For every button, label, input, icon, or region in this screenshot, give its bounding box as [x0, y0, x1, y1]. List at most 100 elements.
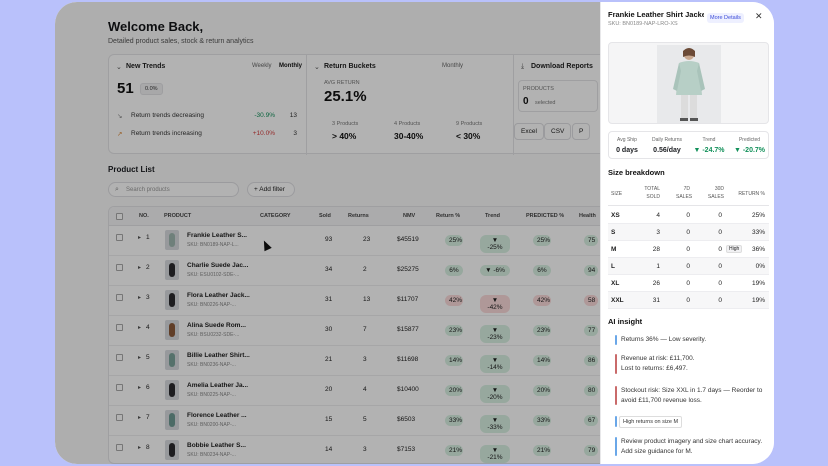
health-badge: 86 — [584, 355, 598, 366]
product-thumbnail-icon — [165, 320, 179, 340]
insight-severity: Returns 36% — Low severity. — [615, 335, 765, 345]
trend-row-increasing[interactable]: ↗ Return trends increasing +10.0% 3 — [117, 130, 297, 138]
expand-chevron-icon[interactable]: ▸ — [138, 295, 142, 301]
table-row[interactable]: ▸ 1 Frankie Leather S... SKU: BN0189-NAP-L.… — [109, 226, 652, 256]
return-badge: 6% — [445, 265, 463, 276]
chevron-down-icon[interactable]: ⌄ — [116, 64, 122, 71]
table-row[interactable]: ▸ 8 Bobbie Leather S... SKU: BN0234-NAP-...… — [109, 436, 652, 463]
search-input[interactable]: ⌕ Search products — [108, 182, 239, 197]
size-row: XL 26 0 0 19% — [608, 275, 769, 292]
trend-badge: ▼ -25% — [480, 235, 510, 253]
predicted-badge: 33% — [533, 415, 551, 426]
add-filter-button[interactable]: + Add filter — [247, 182, 295, 197]
health-badge: 75 — [584, 235, 598, 246]
predicted-badge: 21% — [533, 445, 551, 456]
app-window: Welcome Back, Detailed product sales, st… — [55, 2, 774, 464]
product-name[interactable]: Charlie Suede Jac... — [187, 262, 249, 269]
product-name[interactable]: Amelia Leather Ja... — [187, 382, 249, 389]
return-badge: 33% — [445, 415, 463, 426]
expand-chevron-icon[interactable]: ▸ — [138, 355, 142, 361]
row-checkbox[interactable] — [116, 414, 123, 421]
expand-chevron-icon[interactable]: ▸ — [138, 445, 142, 451]
bucket-range[interactable]: > 40% — [332, 131, 357, 141]
product-name[interactable]: Flora Leather Jack... — [187, 292, 250, 299]
close-icon[interactable]: ✕ — [755, 11, 763, 21]
trend-count: 51 — [117, 80, 134, 97]
product-name[interactable]: Billie Leather Shirt... — [187, 352, 250, 359]
product-table: NO. PRODUCT CATEGORY Sold Returns NMV Re… — [108, 206, 653, 464]
trend-badge: ▼ -33% — [480, 415, 510, 433]
insight-chip: High returns on size M — [619, 416, 683, 428]
bucket-range[interactable]: 30-40% — [394, 131, 424, 141]
row-checkbox[interactable] — [116, 354, 123, 361]
product-thumbnail-icon — [165, 410, 179, 430]
product-sku: SKU: BN0236-NAP-... — [187, 362, 236, 368]
health-badge: 80 — [584, 385, 598, 396]
table-row[interactable]: ▸ 5 Billie Leather Shirt... SKU: BN0236-NAP… — [109, 346, 652, 376]
size-row: L 1 0 0 0% — [608, 258, 769, 275]
trend-down-icon: ↘ — [117, 113, 123, 120]
expand-chevron-icon[interactable]: ▸ — [138, 325, 142, 331]
toggle-monthly[interactable]: Monthly — [279, 63, 302, 69]
row-checkbox[interactable] — [116, 234, 123, 241]
toggle-weekly[interactable]: Weekly — [252, 63, 272, 69]
page-title: Welcome Back, — [108, 19, 204, 34]
toggle-monthly[interactable]: Monthly — [442, 63, 464, 69]
trend-badge: ▼ -21% — [480, 445, 510, 463]
high-flag-badge: High — [726, 245, 743, 253]
health-badge: 94 — [584, 265, 598, 276]
excel-button[interactable]: Excel — [514, 123, 544, 140]
table-row[interactable]: ▸ 7 Florence Leather ... SKU: BN0200-NAP-..… — [109, 406, 652, 436]
csv-button[interactable]: CSV — [544, 123, 572, 140]
expand-chevron-icon[interactable]: ▸ — [138, 265, 142, 271]
return-badge: 42% — [445, 295, 463, 306]
trend-badge: ▼ -6% — [480, 265, 510, 276]
avg-return-label: AVG RETURN — [324, 80, 360, 86]
size-row: M 28 0 0 36% High — [608, 241, 769, 258]
row-checkbox[interactable] — [116, 324, 123, 331]
return-badge: 25% — [445, 235, 463, 246]
product-sku: SKU: BN0226-NAP-... — [187, 302, 236, 308]
table-row[interactable]: ▸ 3 Flora Leather Jack... SKU: BN0226-NAP-.… — [109, 286, 652, 316]
insight-revenue: Revenue at risk: £11,700. Lost to return… — [615, 354, 765, 374]
stat-trend: Trend ▼ -24.7% — [693, 137, 725, 154]
search-icon: ⌕ — [115, 186, 119, 193]
bucket-range[interactable]: < 30% — [456, 131, 481, 141]
product-list-title: Product List — [108, 165, 155, 174]
product-stats: Avg Ship 0 days Daily Returns 0.56/day T… — [608, 131, 769, 159]
expand-chevron-icon[interactable]: ▸ — [138, 235, 142, 241]
model-photo-icon — [657, 45, 721, 123]
download-icon: ⤓ — [521, 63, 525, 70]
product-name[interactable]: Alina Suede Rom... — [187, 322, 246, 329]
table-row[interactable]: ▸ 6 Amelia Leather Ja... SKU: BN0225-NAP-..… — [109, 376, 652, 406]
insight-recommendation: Review product imagery and size chart ac… — [615, 437, 765, 456]
card-title: Return Buckets — [324, 63, 376, 70]
predicted-badge: 23% — [533, 325, 551, 336]
predicted-badge: 14% — [533, 355, 551, 366]
row-checkbox[interactable] — [116, 264, 123, 271]
select-all-checkbox[interactable] — [116, 213, 123, 220]
row-checkbox[interactable] — [116, 444, 123, 451]
more-details-button[interactable]: More Details — [707, 13, 744, 23]
product-name[interactable]: Frankie Leather S... — [187, 232, 247, 239]
dashboard: Welcome Back, Detailed product sales, st… — [55, 2, 653, 464]
product-thumbnail-icon — [165, 380, 179, 400]
expand-chevron-icon[interactable]: ▸ — [138, 415, 142, 421]
product-name[interactable]: Bobbie Leather S... — [187, 442, 246, 449]
chevron-down-icon[interactable]: ⌄ — [314, 64, 320, 71]
trend-row-decreasing[interactable]: ↘ Return trends decreasing -30.9% 13 — [117, 112, 297, 120]
health-badge: 67 — [584, 415, 598, 426]
return-buckets-card: ⌄ Return Buckets Monthly AVG RETURN 25.1… — [307, 55, 514, 155]
predicted-badge: 42% — [533, 295, 551, 306]
row-checkbox[interactable] — [116, 384, 123, 391]
product-name[interactable]: Florence Leather ... — [187, 412, 247, 419]
table-row[interactable]: ▸ 4 Alina Suede Rom... SKU: BSU0232-SDE-...… — [109, 316, 652, 346]
row-checkbox[interactable] — [116, 294, 123, 301]
stat-predicted: Predicted ▼ -20.7% — [733, 137, 766, 154]
product-thumbnail-icon — [165, 440, 179, 460]
table-row[interactable]: ▸ 2 Charlie Suede Jac... SKU: ESU0102-SDE-.… — [109, 256, 652, 286]
size-row: S 3 0 0 33% — [608, 224, 769, 241]
trend-badge: ▼ -14% — [480, 355, 510, 373]
pdf-button[interactable]: P — [572, 123, 591, 140]
expand-chevron-icon[interactable]: ▸ — [138, 385, 142, 391]
